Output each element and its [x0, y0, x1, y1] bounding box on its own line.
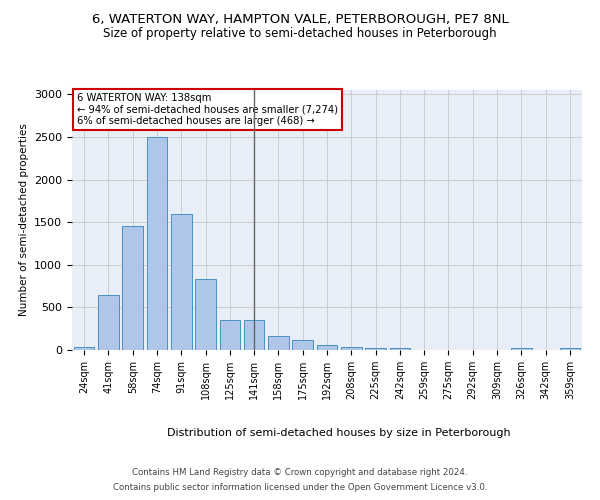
- Y-axis label: Number of semi-detached properties: Number of semi-detached properties: [19, 124, 29, 316]
- Text: Distribution of semi-detached houses by size in Peterborough: Distribution of semi-detached houses by …: [167, 428, 511, 438]
- Bar: [146, 137, 167, 350]
- Bar: [74, 347, 94, 350]
- Bar: [341, 347, 362, 350]
- Bar: [98, 294, 119, 350]
- Bar: [365, 348, 386, 350]
- Bar: [560, 348, 580, 350]
- Text: Contains HM Land Registry data © Crown copyright and database right 2024.: Contains HM Land Registry data © Crown c…: [132, 468, 468, 477]
- Text: 6 WATERTON WAY: 138sqm
← 94% of semi-detached houses are smaller (7,274)
6% of s: 6 WATERTON WAY: 138sqm ← 94% of semi-det…: [77, 92, 338, 126]
- Bar: [171, 214, 191, 350]
- Bar: [389, 348, 410, 350]
- Bar: [220, 320, 240, 350]
- Bar: [268, 336, 289, 350]
- Text: Size of property relative to semi-detached houses in Peterborough: Size of property relative to semi-detach…: [103, 28, 497, 40]
- Bar: [244, 320, 265, 350]
- Bar: [292, 340, 313, 350]
- Text: Contains public sector information licensed under the Open Government Licence v3: Contains public sector information licen…: [113, 483, 487, 492]
- Bar: [122, 226, 143, 350]
- Bar: [195, 279, 216, 350]
- Bar: [511, 348, 532, 350]
- Text: 6, WATERTON WAY, HAMPTON VALE, PETERBOROUGH, PE7 8NL: 6, WATERTON WAY, HAMPTON VALE, PETERBORO…: [92, 12, 508, 26]
- Bar: [317, 346, 337, 350]
